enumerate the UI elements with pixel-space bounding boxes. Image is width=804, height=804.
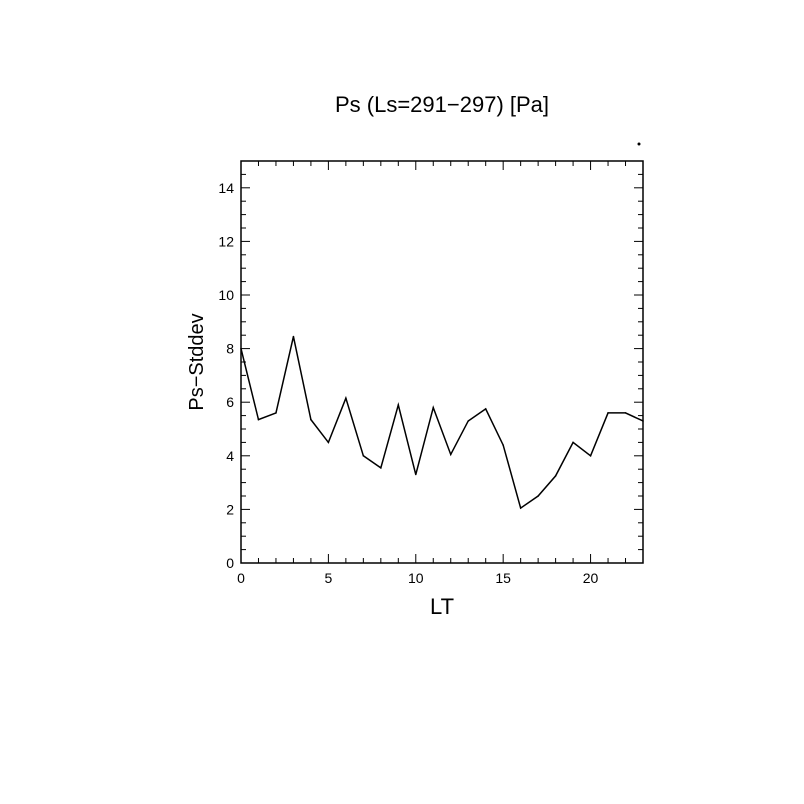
y-tick-label: 12 — [218, 233, 234, 249]
y-tick-label: 14 — [218, 180, 234, 196]
data-point — [624, 412, 627, 414]
y-tick-label: 4 — [226, 448, 234, 464]
y-tick-label: 6 — [226, 394, 234, 410]
data-point — [642, 420, 644, 422]
x-tick-label: 20 — [583, 570, 599, 586]
data-point — [572, 441, 574, 444]
data-point — [449, 453, 452, 456]
x-tick-label: 5 — [324, 570, 332, 586]
chart-title: Ps (Ls=291−297) [Pa] — [335, 92, 549, 117]
data-point — [537, 495, 539, 497]
y-tick-label: 8 — [226, 341, 234, 357]
axis-ticks — [240, 160, 644, 564]
corner-dot-marker — [637, 142, 641, 146]
y-tick-label: 2 — [226, 501, 234, 517]
y-tick-label: 0 — [226, 555, 234, 571]
x-axis-label: LT — [430, 594, 454, 619]
data-point — [240, 347, 242, 350]
x-tick-label: 10 — [408, 570, 424, 586]
y-tick-label: 10 — [218, 287, 234, 303]
data-point — [519, 507, 522, 509]
plot-frame — [240, 160, 644, 564]
data-point — [415, 473, 417, 476]
data-point — [292, 335, 295, 338]
data-point — [589, 455, 592, 457]
x-tick-label: 0 — [237, 570, 245, 586]
data-point — [432, 406, 435, 409]
data-point — [362, 455, 365, 457]
data-points — [240, 335, 644, 509]
data-point — [607, 412, 609, 414]
tick-labels: 0 5 10 15 20 0 2 4 6 8 10 12 14 — [218, 180, 598, 586]
data-point — [380, 467, 382, 469]
y-axis-label: Ps−Stddev — [186, 313, 208, 410]
x-tick-label: 15 — [495, 570, 511, 586]
data-point — [554, 475, 557, 477]
series-line — [240, 336, 644, 510]
data-point — [397, 404, 400, 406]
data-point — [467, 420, 469, 422]
data-point — [484, 408, 487, 410]
data-point — [327, 441, 330, 444]
data-point — [310, 418, 312, 421]
data-point — [345, 397, 347, 399]
data-point — [502, 444, 504, 446]
data-point — [275, 412, 277, 414]
data-point — [257, 418, 260, 421]
